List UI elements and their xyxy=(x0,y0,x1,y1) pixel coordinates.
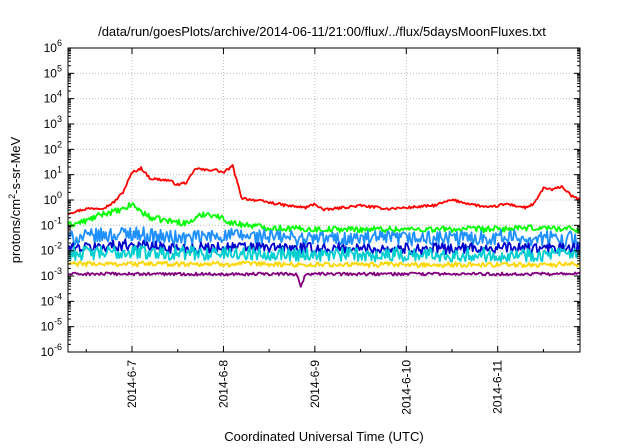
y-tick-label: 10-6 xyxy=(41,342,62,359)
y-tick-base: 10 xyxy=(44,168,58,182)
y-axis-label: protons/cm2-s-sr-MeV xyxy=(7,136,23,263)
y-tick-exponent: 6 xyxy=(57,38,62,48)
y-tick-base: 10 xyxy=(44,66,58,80)
y-tick-label: 10-1 xyxy=(41,215,62,232)
y-tick-base: 10 xyxy=(44,142,58,156)
chart-title: /data/run/goesPlots/archive/2014-06-11/2… xyxy=(98,24,546,39)
x-tick-label: 2014-6-9 xyxy=(308,360,322,408)
y-tick-label: 100 xyxy=(44,190,62,207)
y-tick-exponent: 5 xyxy=(57,63,62,73)
x-axis-label: Coordinated Universal Time (UTC) xyxy=(224,429,423,444)
y-tick-base: 10 xyxy=(41,218,55,232)
x-tick-label: 2014-6-11 xyxy=(491,360,505,414)
y-axis-ticks: 10-610-510-410-310-210-11001011021031041… xyxy=(41,38,580,359)
y-tick-base: 10 xyxy=(44,92,58,106)
y-tick-label: 10-3 xyxy=(41,266,62,283)
x-tick-label: 2014-6-7 xyxy=(125,360,139,408)
y-axis-label-exponent: 2 xyxy=(7,194,17,199)
flux-series-line-6 xyxy=(68,260,580,269)
y-tick-label: 106 xyxy=(44,38,62,55)
y-tick-exponent: -3 xyxy=(54,266,62,276)
y-tick-exponent: -1 xyxy=(54,215,62,225)
y-tick-base: 10 xyxy=(41,320,55,334)
y-tick-exponent: 0 xyxy=(57,190,62,200)
y-tick-label: 101 xyxy=(44,165,62,182)
y-tick-exponent: -2 xyxy=(54,241,62,251)
y-tick-base: 10 xyxy=(44,193,58,207)
y-tick-label: 105 xyxy=(44,63,62,80)
y-tick-exponent: -5 xyxy=(54,317,62,327)
flux-series-line-5 xyxy=(68,244,580,263)
y-tick-label: 102 xyxy=(44,139,62,156)
y-tick-exponent: -4 xyxy=(54,291,62,301)
y-tick-label: 10-4 xyxy=(41,291,62,308)
y-axis-label-base: protons/cm xyxy=(8,199,23,263)
x-axis-ticks: 2014-6-7 2014-6-8 2014-6-9 2014-6-10 2014-6-… xyxy=(85,48,544,415)
y-tick-exponent: 3 xyxy=(57,114,62,124)
y-tick-exponent: 1 xyxy=(57,165,62,175)
y-tick-base: 10 xyxy=(41,294,55,308)
x-tick-label: 2014-6-10 xyxy=(399,360,413,415)
y-tick-label: 10-2 xyxy=(41,241,62,258)
flux-series-line-1 xyxy=(68,164,580,215)
flux-series-line-2 xyxy=(68,202,580,234)
flux-series-line-7 xyxy=(68,271,580,288)
x-tick-label: 2014-6-8 xyxy=(216,360,230,408)
y-tick-base: 10 xyxy=(41,244,55,258)
y-tick-exponent: 4 xyxy=(57,89,62,99)
y-tick-label: 104 xyxy=(44,89,62,106)
y-axis-label-units: -s-sr-MeV xyxy=(8,136,23,193)
y-tick-base: 10 xyxy=(41,269,55,283)
grid-lines xyxy=(68,47,580,353)
y-tick-label: 103 xyxy=(44,114,62,131)
y-tick-base: 10 xyxy=(41,345,55,359)
y-tick-base: 10 xyxy=(44,41,58,55)
y-tick-exponent: 2 xyxy=(57,139,62,149)
y-tick-label: 10-5 xyxy=(41,317,62,334)
y-tick-exponent: -6 xyxy=(54,342,62,352)
y-tick-base: 10 xyxy=(44,117,58,131)
series-layer xyxy=(68,164,580,288)
